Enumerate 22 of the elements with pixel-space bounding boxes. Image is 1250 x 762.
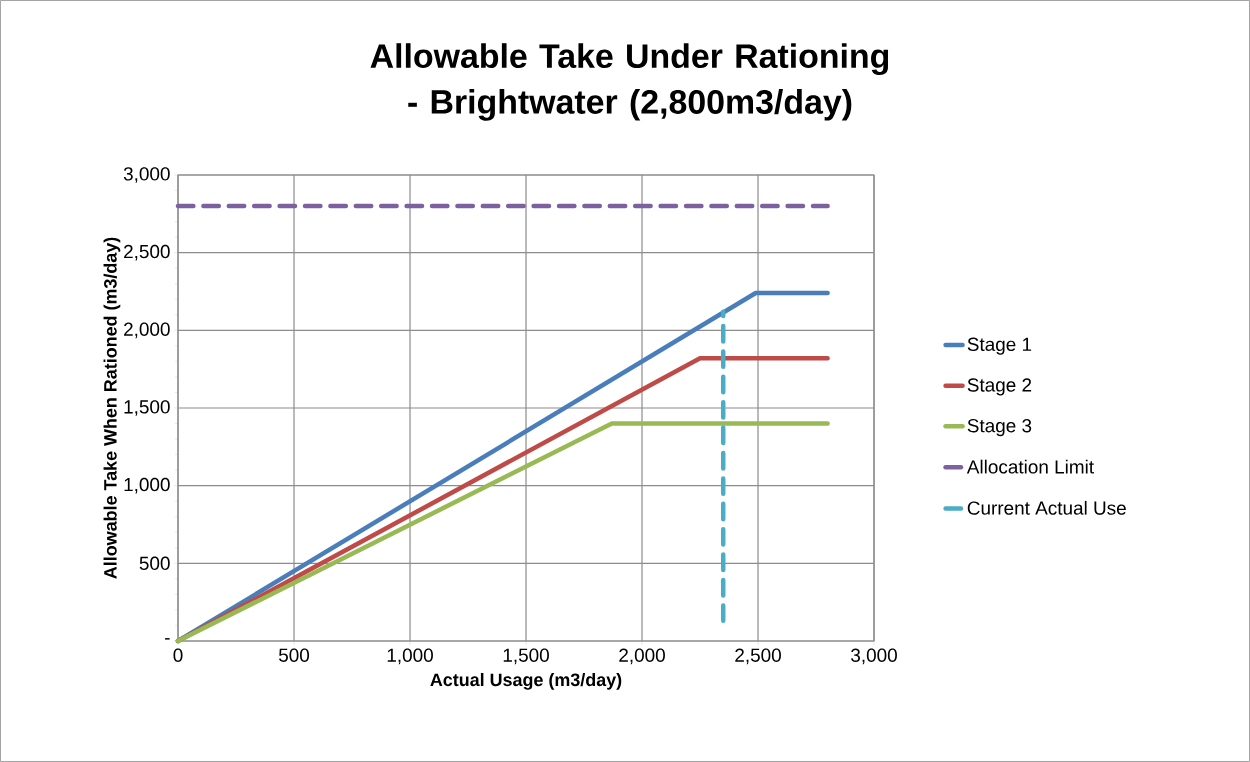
- y-tick-label: 1,000: [124, 477, 170, 494]
- y-tick-label: 2,000: [124, 322, 170, 339]
- x-tick-label: 500: [278, 648, 310, 662]
- y-tick-label: 3,000: [123, 167, 170, 183]
- y-tick-label: 500: [139, 556, 170, 571]
- x-tick-label: 1,000: [387, 648, 433, 665]
- x-tick-label: 2,000: [619, 648, 665, 665]
- legend-label: Stage 2: [967, 378, 1032, 396]
- chart-title: Allowable Take Under Rationing - Brightwater (2,800m3/day): [370, 43, 889, 121]
- y-tick-label: 1,500: [124, 400, 170, 416]
- y-tick-label: 2,500: [124, 244, 170, 261]
- y-axis-title: Allowable Take When Rationed (m3/day): [103, 237, 121, 579]
- x-tick-label: 3,000: [851, 648, 897, 665]
- legend-label: Stage 1: [967, 337, 1032, 355]
- x-tick-label: 2,500: [735, 648, 781, 665]
- legend-label: Current Actual Use: [967, 500, 1126, 515]
- y-tick-label: -: [165, 638, 170, 640]
- legend-label: Stage 3: [967, 419, 1032, 437]
- x-tick-label: 1,500: [503, 648, 549, 665]
- legend-label: Allocation Limit: [966, 459, 1094, 474]
- x-axis-title: Actual Usage (m3/day): [430, 672, 622, 690]
- x-tick-label: 0: [173, 648, 183, 662]
